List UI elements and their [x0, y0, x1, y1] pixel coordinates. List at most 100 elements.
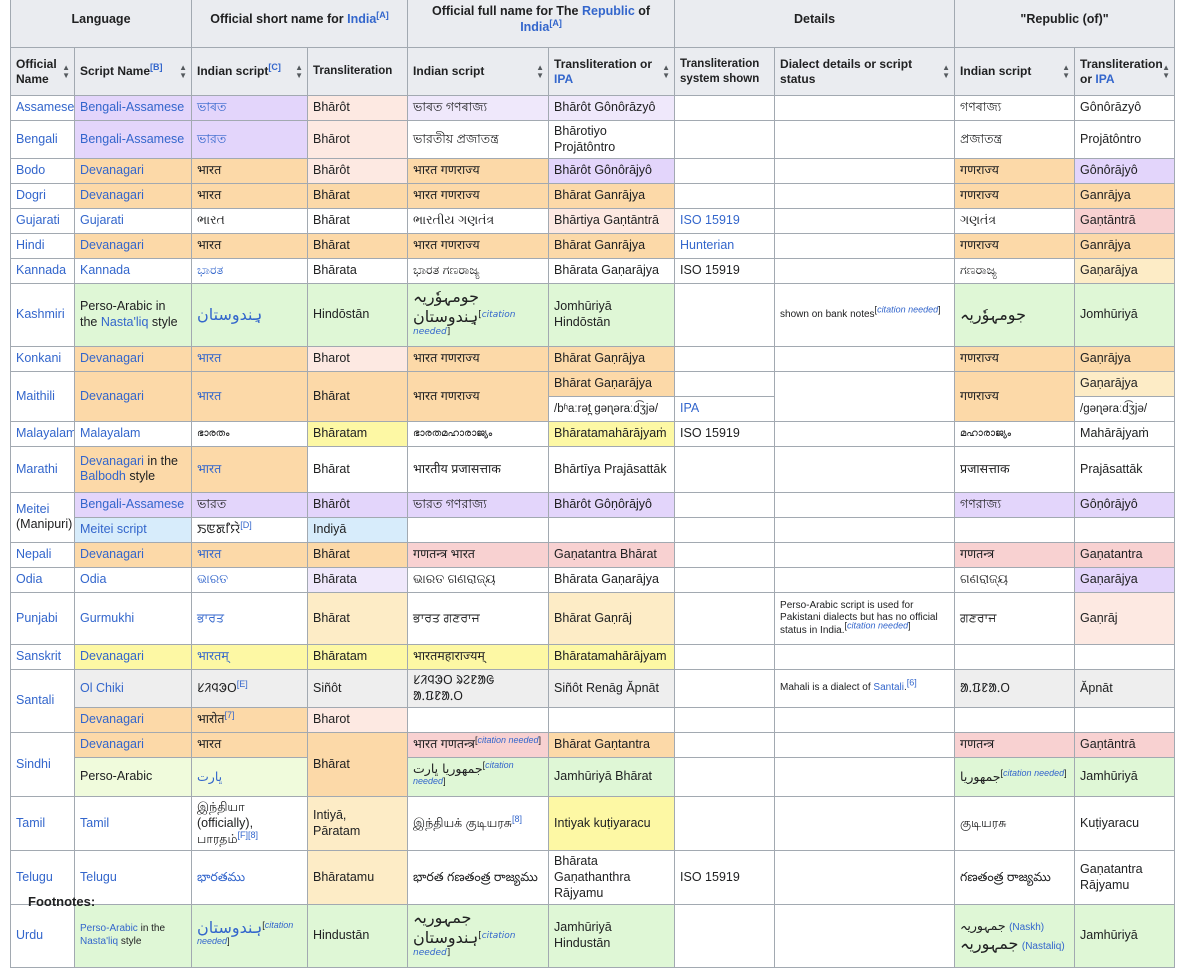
script-link[interactable]: Ol Chiki: [80, 680, 124, 695]
script-link[interactable]: Bengali-Assamese: [80, 131, 185, 146]
note-d-link[interactable]: [D]: [240, 519, 252, 530]
language-link[interactable]: Meitei: [16, 501, 50, 516]
language-link[interactable]: Urdu: [16, 928, 44, 943]
note-e-link[interactable]: [E]: [236, 678, 248, 689]
script-link[interactable]: Odia: [80, 572, 107, 587]
ipa-link[interactable]: IPA: [554, 71, 574, 86]
script-link[interactable]: Devanagari: [80, 649, 144, 664]
short-name-script: भारत: [191, 345, 309, 372]
col-indian-script-short[interactable]: Indian script[C] ▲ ▼: [191, 47, 309, 96]
perso-arabic-link[interactable]: Perso-Arabic: [80, 923, 138, 935]
language-link[interactable]: Odia: [16, 572, 43, 587]
script-link[interactable]: Devanagari: [80, 453, 144, 468]
script-link[interactable]: Devanagari: [80, 388, 144, 403]
balbodh-link[interactable]: Balbodh: [80, 469, 126, 484]
script-link[interactable]: Kannada: [80, 263, 131, 278]
sort-icon[interactable]: ▲ ▼: [295, 62, 304, 80]
nastaliq-link[interactable]: Nasta'liq: [80, 935, 119, 947]
short-name-translit: Bhārôt: [307, 158, 409, 185]
note-8-link[interactable]: [8]: [248, 829, 259, 840]
script-link[interactable]: Telugu: [80, 869, 117, 884]
india-link[interactable]: India: [347, 12, 377, 27]
language-link[interactable]: Dogri: [16, 188, 46, 203]
note-6-link[interactable]: [6]: [906, 677, 917, 688]
script-link[interactable]: Devanagari: [80, 351, 144, 366]
sort-icon[interactable]: ▲ ▼: [536, 62, 545, 80]
nastaliq-link[interactable]: Nasta'liq: [100, 315, 149, 330]
script-link[interactable]: Devanagari: [80, 547, 144, 562]
language-link[interactable]: Marathi: [16, 461, 58, 476]
note-b-link[interactable]: [B]: [150, 62, 163, 72]
note-8-link[interactable]: [8]: [511, 813, 522, 824]
sort-icon[interactable]: ▲ ▼: [1062, 62, 1071, 80]
citation-needed-link[interactable]: citation needed: [877, 304, 939, 315]
col-transliteration-rep[interactable]: Transliteration or IPA ▲ ▼: [1074, 47, 1176, 96]
republic-link[interactable]: Republic: [582, 4, 635, 19]
language-link[interactable]: Sindhi: [16, 756, 51, 771]
language-link[interactable]: Bodo: [16, 163, 46, 178]
language-link[interactable]: Hindi: [16, 238, 45, 253]
note-7-link[interactable]: [7]: [224, 710, 235, 721]
language-link[interactable]: Kannada: [16, 263, 67, 278]
script-link[interactable]: Bengali-Assamese: [80, 100, 185, 115]
language-link[interactable]: Nepali: [16, 547, 52, 562]
script-link[interactable]: Gujarati: [80, 213, 124, 228]
sort-icon[interactable]: ▲ ▼: [942, 62, 951, 80]
script-link[interactable]: Malayalam: [80, 426, 141, 441]
language-link[interactable]: Assamese: [16, 100, 75, 115]
language-link[interactable]: Sanskrit: [16, 649, 62, 664]
language-link[interactable]: Punjabi: [16, 610, 58, 625]
citation-needed-link[interactable]: citation needed: [1003, 767, 1065, 778]
note-a-link[interactable]: [A]: [376, 10, 389, 21]
nastaliq-link[interactable]: (Nastaliq): [1021, 941, 1065, 953]
citation-needed-link[interactable]: citation needed: [477, 735, 539, 746]
col-official-name[interactable]: Official Name ▲ ▼: [10, 47, 75, 96]
note-f-link[interactable]: [F]: [237, 829, 249, 840]
language-link[interactable]: Konkani: [16, 351, 62, 366]
col-transliteration-short[interactable]: Transliteration: [307, 47, 409, 96]
language-link[interactable]: Malayalam: [16, 426, 75, 441]
santali-link[interactable]: Santali: [873, 682, 904, 694]
naskh-link[interactable]: (Naskh): [1009, 921, 1045, 933]
language-link[interactable]: Tamil: [16, 816, 46, 830]
citation-needed-link[interactable]: citation needed: [413, 759, 514, 786]
col-dialect-details[interactable]: Dialect details or script status ▲ ▼: [774, 47, 956, 96]
col-indian-script-rep[interactable]: Indian script ▲ ▼: [954, 47, 1076, 96]
language-link[interactable]: Santali: [16, 693, 55, 708]
rep-script: جومہوٗریہ: [954, 283, 1076, 347]
col-script-name[interactable]: Script Name[B] ▲ ▼: [73, 47, 193, 96]
sort-icon[interactable]: ▲ ▼: [62, 62, 70, 80]
language-link[interactable]: Maithili: [16, 388, 55, 403]
col-indian-script-full[interactable]: Indian script ▲ ▼: [407, 47, 550, 96]
sort-icon[interactable]: ▲ ▼: [662, 62, 671, 80]
ipa-link-2[interactable]: IPA: [1095, 71, 1115, 86]
sort-icon[interactable]: ▲ ▼: [179, 62, 188, 80]
script-link[interactable]: Tamil: [80, 816, 110, 830]
script-link[interactable]: Devanagari: [80, 712, 144, 727]
system-link[interactable]: Hunterian: [680, 238, 735, 253]
language-link[interactable]: Telugu: [16, 869, 53, 884]
script-link[interactable]: Meitei script: [80, 522, 147, 537]
script-link[interactable]: Devanagari: [80, 188, 144, 203]
col-translit-system[interactable]: Transliteration system shown: [674, 47, 776, 96]
india-link-2[interactable]: India: [520, 20, 550, 34]
citation-needed-link[interactable]: citation needed: [847, 620, 909, 631]
sort-icon[interactable]: ▲ ▼: [1162, 62, 1171, 80]
full-name-script: भारतमहाराज्यम्: [407, 643, 550, 670]
script-link[interactable]: Devanagari: [80, 238, 144, 253]
col-transliteration-full[interactable]: Transliteration or IPA ▲ ▼: [548, 47, 676, 96]
script-link[interactable]: Devanagari: [80, 737, 144, 752]
short-name-translit: Bhārat: [307, 591, 409, 645]
full-name-translit: Gaṇatantra Bhārat: [548, 541, 676, 568]
script-link[interactable]: Devanagari: [80, 163, 144, 178]
language-link[interactable]: Gujarati: [16, 213, 60, 228]
system-link[interactable]: ISO 15919: [680, 213, 740, 228]
note-c-link[interactable]: [C]: [268, 62, 281, 72]
language-link[interactable]: Bengali: [16, 131, 58, 146]
language-link[interactable]: Kashmiri: [16, 307, 65, 322]
ipa-system-link[interactable]: IPA: [680, 401, 700, 416]
script-link[interactable]: Bengali-Assamese: [80, 497, 185, 512]
citation-needed-link[interactable]: citation needed: [413, 310, 516, 338]
script-link[interactable]: Gurmukhi: [80, 610, 135, 625]
note-a-link-2[interactable]: [A]: [549, 17, 562, 28]
